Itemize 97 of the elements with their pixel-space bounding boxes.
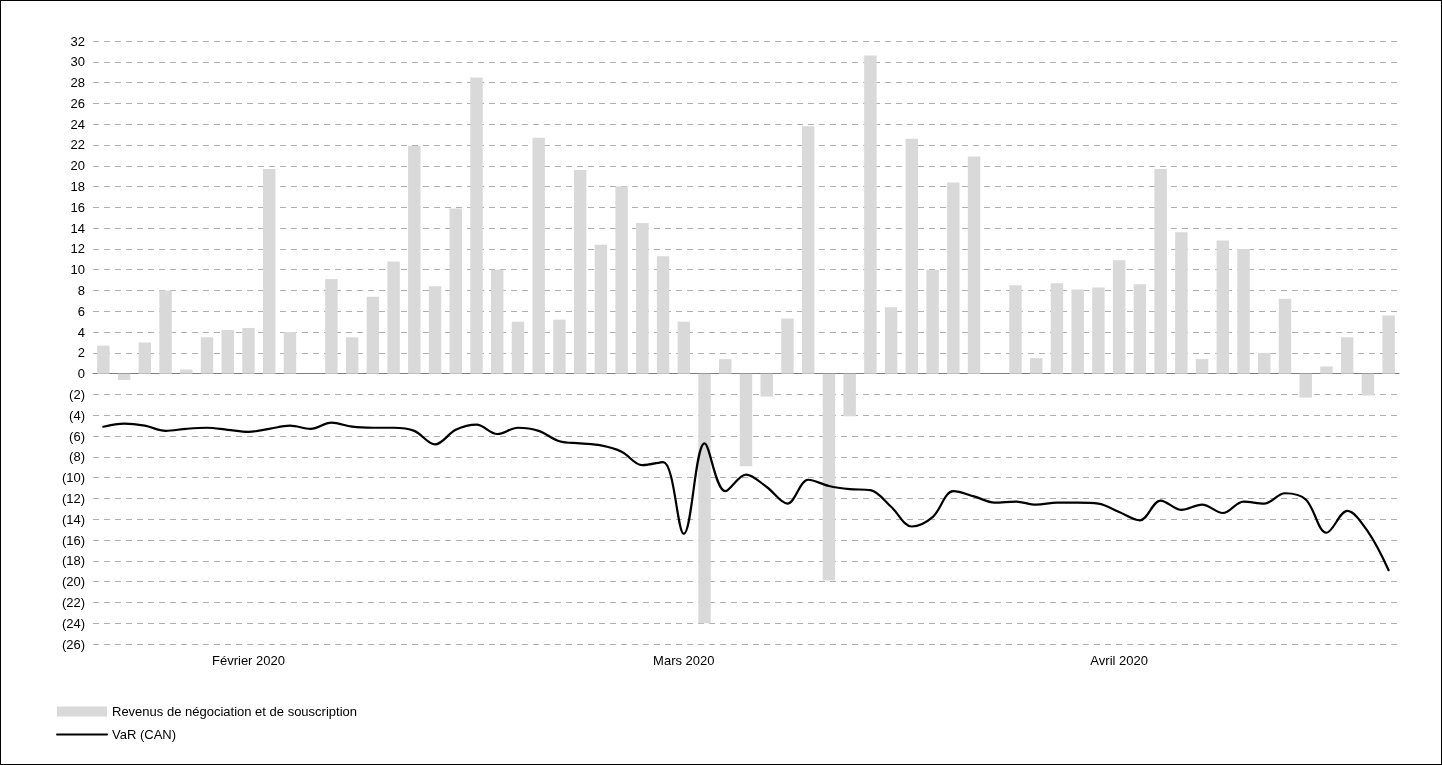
y-tick-label: (22) [61,594,85,610]
bar [242,327,255,374]
y-tick-label: 32 [70,33,85,49]
bar [449,208,462,374]
y-tick-label: 6 [77,303,85,319]
y-tick-label: 4 [77,324,85,340]
x-tick-label: Mars 2020 [653,653,715,668]
bar [967,156,981,374]
bar [822,373,836,581]
bar [905,138,919,374]
bar [138,342,152,374]
bar [117,373,131,380]
bar [1050,283,1064,374]
bar [345,337,359,374]
y-tick-label: (16) [61,532,85,548]
bar [1216,240,1230,374]
bar [1092,287,1105,374]
y-tick-label: 12 [70,241,85,257]
bar [1030,358,1043,374]
y-tick-label: 20 [70,158,85,174]
y-tick-label: 8 [77,283,85,299]
y-tick-label: 14 [70,220,85,236]
bar [594,244,608,374]
y-tick-label: 16 [70,199,85,215]
bar [532,137,545,374]
x-tick-label: Février 2020 [211,653,285,668]
bar [262,168,276,374]
bar [1071,289,1084,374]
line-series [102,421,1390,572]
bar [1299,373,1312,398]
y-tick-label: (24) [61,615,85,631]
bar [180,369,193,374]
bar [947,182,960,374]
y-tick-label: 24 [70,116,85,132]
y-tick-label: 28 [70,75,85,91]
bar [1258,352,1271,374]
bar [366,296,380,374]
y-tick-label: (18) [61,553,85,569]
bar [325,279,338,374]
bar [801,126,815,374]
bar [884,307,898,374]
y-tick-label: (2) [69,386,85,402]
bar [1154,168,1167,374]
bar [636,222,649,374]
y-tick-label: (6) [69,428,85,444]
bar [1382,315,1395,374]
y-tick-label: (4) [69,407,85,423]
y-tick-label: 18 [70,179,85,195]
bar [553,319,566,374]
bar [1320,366,1333,374]
legend-label: VaR (CAN) [112,727,177,742]
y-tick-label: (12) [61,490,85,506]
bar [573,169,587,374]
bar [1009,285,1022,374]
y-tick-label: 30 [70,54,85,70]
legend-label: Revenus de négociation et de souscription [112,704,357,719]
bar [739,373,753,467]
bar [511,321,525,374]
bar [864,55,877,374]
y-tick-label: 0 [77,366,85,382]
bar [926,269,939,374]
bar [781,318,794,374]
bar [1340,337,1354,374]
y-tick-label: (8) [69,449,85,465]
bar [470,77,483,374]
y-tick-label: (14) [61,511,85,527]
bar [656,256,670,374]
bar [408,146,421,374]
bar [1237,248,1250,374]
bar [428,286,442,374]
bar [283,332,297,374]
y-tick-label: (10) [61,470,85,486]
bar [491,269,504,374]
y-tick-label: (26) [61,636,85,652]
y-tick-label: 10 [70,262,85,278]
y-tick-label: (20) [61,574,85,590]
bar [698,373,711,624]
bar [843,373,856,417]
bar [97,345,110,374]
bar [1361,373,1375,396]
bar [221,330,234,374]
y-tick-label: 22 [70,137,85,153]
y-tick-label: 2 [77,345,85,361]
bar [1133,284,1147,374]
bar [1112,260,1126,374]
bar [159,290,172,374]
bar [1278,298,1292,374]
bar [760,373,773,397]
bar [719,359,732,374]
x-tick-label: Avril 2020 [1090,653,1148,668]
bar [200,337,214,374]
bar [615,186,628,374]
bar [387,261,400,374]
y-tick-label: 26 [70,95,85,111]
bar [677,321,691,374]
bar [1175,232,1188,374]
bar [1195,359,1209,374]
